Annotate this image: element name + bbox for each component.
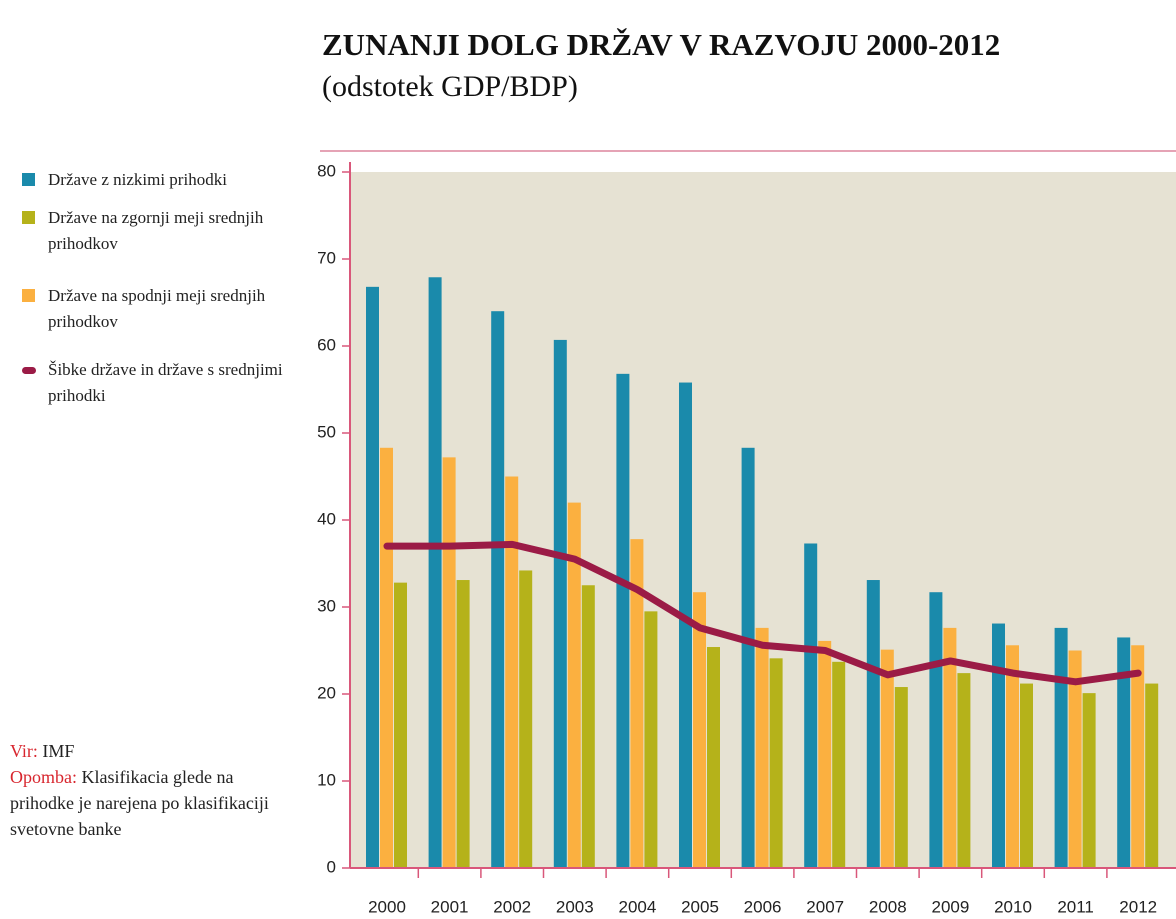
bar (519, 570, 533, 868)
bar (1117, 637, 1131, 868)
bar (707, 647, 720, 868)
legend-swatch (22, 289, 35, 302)
bar (992, 623, 1005, 868)
bar (866, 580, 880, 868)
bar (769, 658, 783, 868)
y-tick-label: 10 (317, 770, 336, 789)
x-tick-label: 2005 (681, 897, 719, 916)
legend-swatch (22, 367, 36, 374)
notes: Vir: IMF Opomba: Klasifikacia glede na p… (10, 738, 280, 842)
bar (644, 611, 658, 868)
x-tick-label: 2002 (493, 897, 531, 916)
bar (1006, 645, 1019, 868)
x-tick-label: 2000 (368, 897, 406, 916)
bar (818, 640, 832, 868)
x-tick-label: 2011 (1057, 897, 1094, 916)
source: Vir: IMF (10, 738, 280, 764)
bar (755, 627, 769, 868)
bar (880, 649, 894, 868)
legend-label: Države na spodnji meji srednjih prihodko… (48, 286, 266, 331)
bar (957, 673, 971, 868)
y-tick-label: 40 (317, 509, 336, 528)
legend-swatch (22, 173, 35, 186)
bar (553, 339, 567, 868)
bar (693, 592, 706, 868)
bar (456, 580, 470, 868)
y-tick-label: 60 (317, 335, 336, 354)
bar (1054, 627, 1068, 868)
x-tick-label: 2008 (869, 897, 907, 916)
bar (428, 277, 442, 868)
bar (616, 373, 630, 868)
note-label: Opomba: (10, 767, 77, 787)
bar (380, 447, 393, 868)
note: Opomba: Klasifikacia glede na prihodke j… (10, 764, 280, 842)
x-tick-label: 2001 (431, 897, 469, 916)
bar (630, 539, 644, 868)
chart-subtitle: (odstotek GDP/BDP) (322, 70, 578, 103)
bar (442, 457, 456, 868)
bar (804, 543, 818, 868)
x-tick-label: 2007 (806, 897, 844, 916)
source-text: IMF (42, 741, 75, 761)
bar (741, 447, 755, 868)
bar (366, 286, 379, 869)
note-text: Klasifikacia glede na prihodke je nareje… (10, 767, 269, 839)
bar (394, 582, 407, 868)
y-tick-label: 20 (317, 683, 336, 702)
bar (491, 311, 505, 868)
chart-title: ZUNANJI DOLG DRŽAV V RAZVOJU 2000-2012 (322, 27, 1000, 62)
bar (581, 585, 595, 868)
line (383, 540, 1142, 686)
bar (832, 661, 846, 868)
bar (505, 476, 519, 868)
bar (943, 627, 957, 868)
legend-label: Države na zgornji meji srednjih prihodko… (48, 208, 264, 253)
x-tick-label: 2006 (744, 897, 782, 916)
bar (1145, 683, 1159, 868)
bar (1131, 645, 1145, 868)
bar (894, 687, 908, 868)
legend-label: Države z nizkimi prihodki (48, 170, 227, 189)
source-label: Vir: (10, 741, 38, 761)
y-tick-label: 80 (317, 161, 336, 180)
bar (1020, 683, 1033, 868)
bar (929, 592, 943, 868)
bar (679, 382, 692, 868)
x-tick-label: 2010 (994, 897, 1032, 916)
legend-swatch (22, 211, 35, 224)
x-tick-label: 2003 (556, 897, 594, 916)
legend-label: Šibke države in države s srednjimi priho… (48, 360, 283, 405)
y-tick-label: 50 (317, 422, 336, 441)
bar (1082, 693, 1096, 868)
bar (567, 502, 581, 868)
x-tick-label: 2009 (931, 897, 969, 916)
y-tick-label: 0 (327, 857, 336, 876)
y-tick-label: 70 (317, 248, 336, 267)
bar (1068, 650, 1082, 868)
x-tick-label: 2012 (1119, 897, 1157, 916)
y-tick-label: 30 (317, 596, 336, 615)
x-tick-label: 2004 (618, 897, 656, 916)
